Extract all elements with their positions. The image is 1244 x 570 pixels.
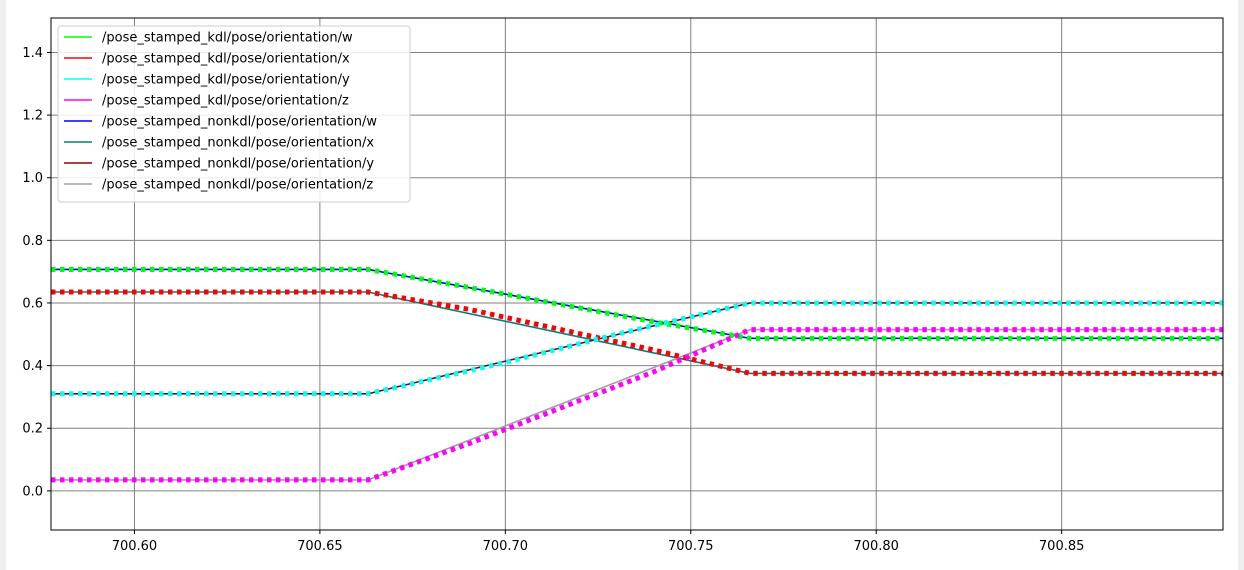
- axis-ticks: 700.60 700.65 700.70 700.75 700.80 700.85 0.0 0…: [22, 46, 1084, 554]
- legend-entry: /pose_stamped_nonkdl/pose/orientation/w: [102, 115, 377, 130]
- y-tick-label: 0.6: [22, 296, 43, 311]
- x-tick-label: 700.60: [112, 539, 158, 554]
- legend-entry: /pose_stamped_kdl/pose/orientation/z: [102, 94, 349, 109]
- series-line-5: [51, 268, 1223, 340]
- series-line-2: [51, 289, 1223, 376]
- legend: /pose_stamped_kdl/pose/orientation/w/pos…: [57, 25, 411, 203]
- legend-box: [57, 25, 411, 203]
- x-tick-label: 700.75: [668, 539, 714, 554]
- x-tick-label: 700.70: [483, 539, 529, 554]
- y-tick-label: 0.2: [22, 422, 43, 437]
- legend-entry: /pose_stamped_kdl/pose/orientation/w: [102, 31, 353, 46]
- y-tick-label: 0.4: [22, 359, 43, 374]
- y-tick-label: 0.0: [22, 484, 43, 499]
- x-tick-label: 700.65: [297, 539, 343, 554]
- series-line-3: [51, 300, 1223, 397]
- series-line-4: [51, 327, 1223, 483]
- legend-entry: /pose_stamped_kdl/pose/orientation/x: [102, 52, 350, 67]
- axes-box: [50, 17, 1224, 531]
- x-tick-label: 700.85: [1039, 539, 1085, 554]
- y-tick-label: 1.4: [22, 46, 43, 61]
- legend-entry: /pose_stamped_kdl/pose/orientation/y: [102, 73, 350, 88]
- y-tick-label: 0.8: [22, 234, 43, 249]
- legend-entry: /pose_stamped_nonkdl/pose/orientation/z: [102, 178, 373, 193]
- legend-entry: /pose_stamped_nonkdl/pose/orientation/y: [102, 157, 374, 172]
- legend-entry: /pose_stamped_nonkdl/pose/orientation/x: [102, 136, 374, 151]
- series-line-1: [51, 266, 1223, 341]
- y-tick-label: 1.2: [22, 109, 43, 124]
- x-tick-label: 700.80: [853, 539, 899, 554]
- series-line-6: [51, 291, 1223, 375]
- series-line-8: [51, 328, 1223, 481]
- line-chart: 700.60 700.65 700.70 700.75 700.80 700.85 0.0 0…: [22, 17, 1224, 554]
- series-layer: [51, 266, 1223, 483]
- y-tick-label: 1.0: [22, 171, 43, 186]
- plot-frame: 700.60 700.65 700.70 700.75 700.80 700.85 0.0 0…: [6, 0, 1238, 570]
